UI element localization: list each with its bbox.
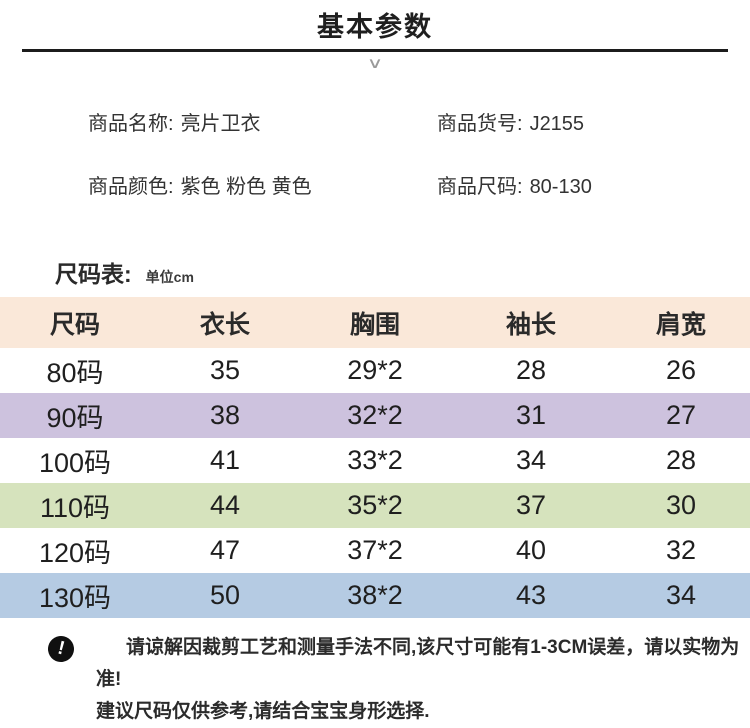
cell-shoulder: 32 <box>665 535 697 565</box>
cell-chest: 37*2 <box>347 535 403 565</box>
product-color-label: 商品颜色: <box>88 176 174 198</box>
table-row-80: 80码 35 29*2 28 26 <box>0 348 750 393</box>
product-name-row: 商品名称: 亮片卫衣 <box>88 107 437 136</box>
product-number-row: 商品货号: J2155 <box>437 107 750 136</box>
table-row-90: 90码 38 32*2 31 27 <box>0 393 750 438</box>
cell-sleeve: 31 <box>515 400 547 430</box>
cell-sleeve: 43 <box>515 580 547 610</box>
product-color-value: 紫色 粉色 黄色 <box>180 176 312 198</box>
cell-shoulder: 26 <box>665 355 697 385</box>
cell-size: 130码 <box>38 583 112 613</box>
cell-shoulder: 27 <box>665 400 697 430</box>
col-header-size: 尺码 <box>49 310 100 339</box>
page-title: 基本参数 <box>317 12 433 42</box>
cell-sleeve: 34 <box>515 445 547 475</box>
product-number-value: J2155 <box>529 113 585 135</box>
size-table: 尺码 衣长 胸围 袖长 肩宽 80码 35 29*2 28 26 90码 38 … <box>0 297 750 618</box>
title-divider <box>22 49 728 52</box>
cell-length: 38 <box>209 400 241 430</box>
cell-sleeve: 28 <box>515 355 547 385</box>
cell-sleeve: 37 <box>515 490 547 520</box>
col-header-chest: 胸围 <box>349 310 400 339</box>
exclamation-icon: ! <box>45 633 77 665</box>
product-color-row: 商品颜色: 紫色 粉色 黄色 <box>88 170 437 199</box>
cell-chest: 32*2 <box>347 400 403 430</box>
cell-shoulder: 34 <box>665 580 697 610</box>
cell-shoulder: 28 <box>665 445 697 475</box>
col-header-length: 衣长 <box>199 310 250 339</box>
cell-length: 41 <box>209 445 241 475</box>
cell-size: 90码 <box>46 403 104 433</box>
size-chart-label: 尺码表: 单位cm <box>55 255 750 289</box>
cell-length: 50 <box>209 580 241 610</box>
disclaimer-note: ! 请谅解因裁剪工艺和测量手法不同,该尺寸可能有1-3CM误差，请以实物为准! … <box>0 632 750 728</box>
product-info: 商品名称: 亮片卫衣 商品货号: J2155 商品颜色: 紫色 粉色 黄色 商品尺码:… <box>88 107 750 199</box>
cell-shoulder: 30 <box>665 490 697 520</box>
size-chart-unit: 单位cm <box>145 269 194 285</box>
disclaimer-text: 请谅解因裁剪工艺和测量手法不同,该尺寸可能有1-3CM误差，请以实物为准! 建议… <box>96 632 750 728</box>
cell-size: 100码 <box>38 448 112 478</box>
cell-length: 44 <box>209 490 241 520</box>
product-size-label: 商品尺码: <box>437 176 523 198</box>
product-number-label: 商品货号: <box>437 113 523 135</box>
cell-sleeve: 40 <box>515 535 547 565</box>
cell-size: 110码 <box>39 493 111 523</box>
cell-size: 80码 <box>46 358 104 388</box>
table-row-120: 120码 47 37*2 40 32 <box>0 528 750 573</box>
cell-chest: 35*2 <box>347 490 403 520</box>
size-chart-title: 尺码表: <box>55 261 132 287</box>
product-name-label: 商品名称: <box>88 113 174 135</box>
table-row-110: 110码 44 35*2 37 30 <box>0 483 750 528</box>
cell-chest: 33*2 <box>347 445 403 475</box>
product-name-value: 亮片卫衣 <box>180 113 261 135</box>
table-header-row: 尺码 衣长 胸围 袖长 肩宽 <box>0 297 750 348</box>
chevron-down-icon: ∨ <box>366 55 384 72</box>
cell-length: 47 <box>209 535 241 565</box>
table-row-130: 130码 50 38*2 43 34 <box>0 573 750 618</box>
cell-chest: 38*2 <box>347 580 403 610</box>
cell-chest: 29*2 <box>347 355 403 385</box>
disclaimer-line-1: 请谅解因裁剪工艺和测量手法不同,该尺寸可能有1-3CM误差，请以实物为准! <box>96 637 740 690</box>
cell-length: 35 <box>209 355 241 385</box>
cell-size: 120码 <box>38 538 112 568</box>
col-header-shoulder: 肩宽 <box>655 310 706 339</box>
table-row-100: 100码 41 33*2 34 28 <box>0 438 750 483</box>
disclaimer-line-2: 建议尺码仅供参考,请结合宝宝身形选择. <box>96 701 430 722</box>
product-size-value: 80-130 <box>529 176 592 198</box>
col-header-sleeve: 袖长 <box>505 310 556 339</box>
product-size-row: 商品尺码: 80-130 <box>437 170 750 199</box>
